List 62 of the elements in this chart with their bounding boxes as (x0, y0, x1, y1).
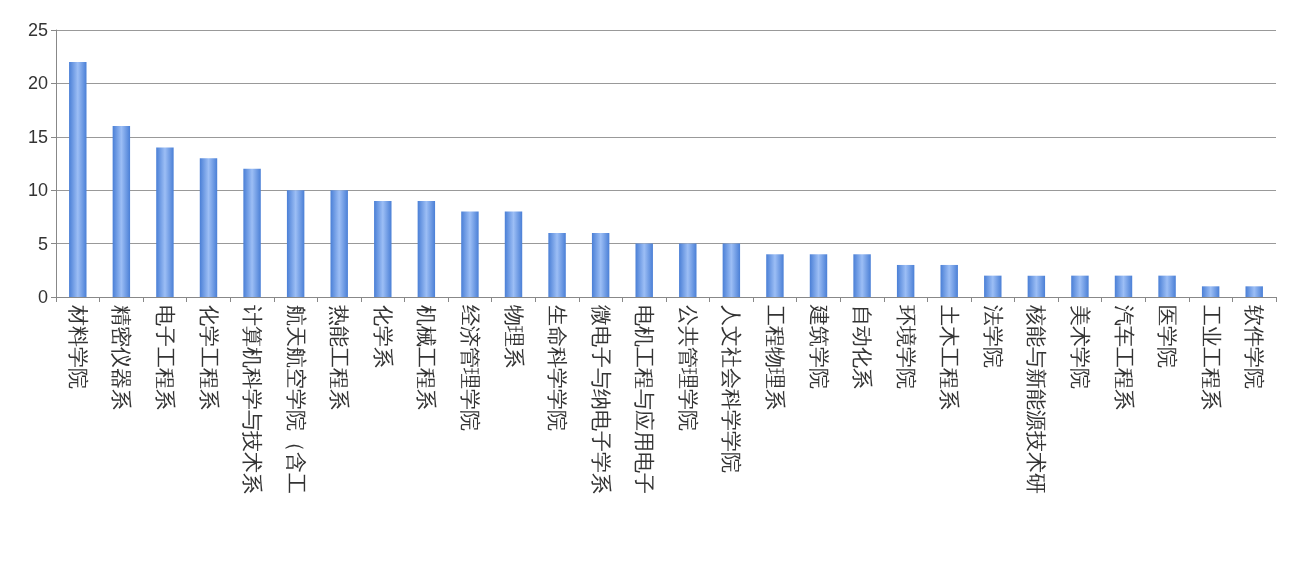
bar (374, 200, 392, 297)
x-tick-label: 微电子与纳电子学系 (588, 305, 613, 494)
bar (461, 211, 479, 297)
x-tick-label: 土木工程系 (937, 305, 962, 410)
x-tick-label: 化学工程系 (196, 305, 221, 410)
bar (69, 62, 87, 297)
bar (286, 190, 305, 297)
x-tick-label: 汽车工程系 (1111, 305, 1136, 410)
x-tick-label: 环境学院 (893, 305, 918, 389)
y-tick-label: 15 (27, 126, 48, 147)
bar (853, 254, 871, 297)
x-tick-label: 法学院 (980, 305, 1005, 368)
x-tick-label: 自动化系 (850, 305, 875, 389)
bar (984, 275, 1002, 297)
x-tick-label: 核能与新能源技术研 (1024, 304, 1049, 494)
x-tick-label: 软件学院 (1242, 305, 1267, 389)
x-tick-label: 生命科学学院 (545, 305, 570, 431)
bar (591, 232, 610, 297)
bar (635, 243, 653, 297)
x-tick-label: 化学系 (370, 305, 395, 368)
y-tick-label: 0 (37, 287, 48, 307)
x-tick-label: 医学院 (1155, 305, 1180, 368)
x-tick-label: 计算机科学与技术系 (240, 305, 265, 494)
bar (1201, 286, 1220, 297)
x-tick-label: 物理系 (501, 305, 526, 368)
x-tick-label: 材料学院 (65, 304, 90, 389)
x-tick-label: 工程物理系 (762, 305, 787, 410)
bar (243, 168, 261, 297)
y-tick-label: 25 (27, 20, 48, 40)
bar (156, 147, 174, 297)
bar (722, 243, 741, 297)
bar (896, 264, 915, 297)
x-tick-label: 美术学院 (1067, 305, 1092, 389)
bar (417, 200, 436, 297)
bar (766, 254, 784, 297)
y-tick-label: 20 (27, 73, 48, 94)
x-tick-label: 机械工程系 (414, 305, 439, 410)
y-tick-label: 10 (27, 180, 48, 201)
x-tick-label: 公共管理学院 (675, 305, 700, 431)
bar (504, 211, 523, 297)
x-tick-label: 航天航空学院（含工 (283, 305, 308, 494)
x-tick-label: 人文社会科学学院 (719, 305, 744, 473)
bar (940, 264, 958, 297)
x-tick-label: 精密仪器系 (109, 305, 134, 410)
x-tick-label: 热能工程系 (327, 305, 352, 410)
bar (330, 190, 348, 297)
bar (1071, 275, 1089, 297)
y-tick-label: 5 (37, 233, 48, 254)
x-tick-label: 经济管理学院 (457, 305, 482, 431)
bar (1245, 286, 1263, 297)
x-tick-label: 电机工程与应用电子 (632, 305, 657, 494)
bar (112, 126, 131, 297)
bar (809, 254, 828, 297)
bar (1114, 275, 1133, 297)
x-tick-label: 工业工程系 (1198, 305, 1223, 410)
x-tick-label: 建筑学院 (806, 304, 831, 389)
x-tick-label: 电子工程系 (152, 305, 177, 410)
bar (199, 158, 218, 297)
bar (679, 243, 697, 297)
bar (1158, 275, 1176, 297)
bar (548, 232, 566, 297)
bar (1027, 275, 1046, 297)
